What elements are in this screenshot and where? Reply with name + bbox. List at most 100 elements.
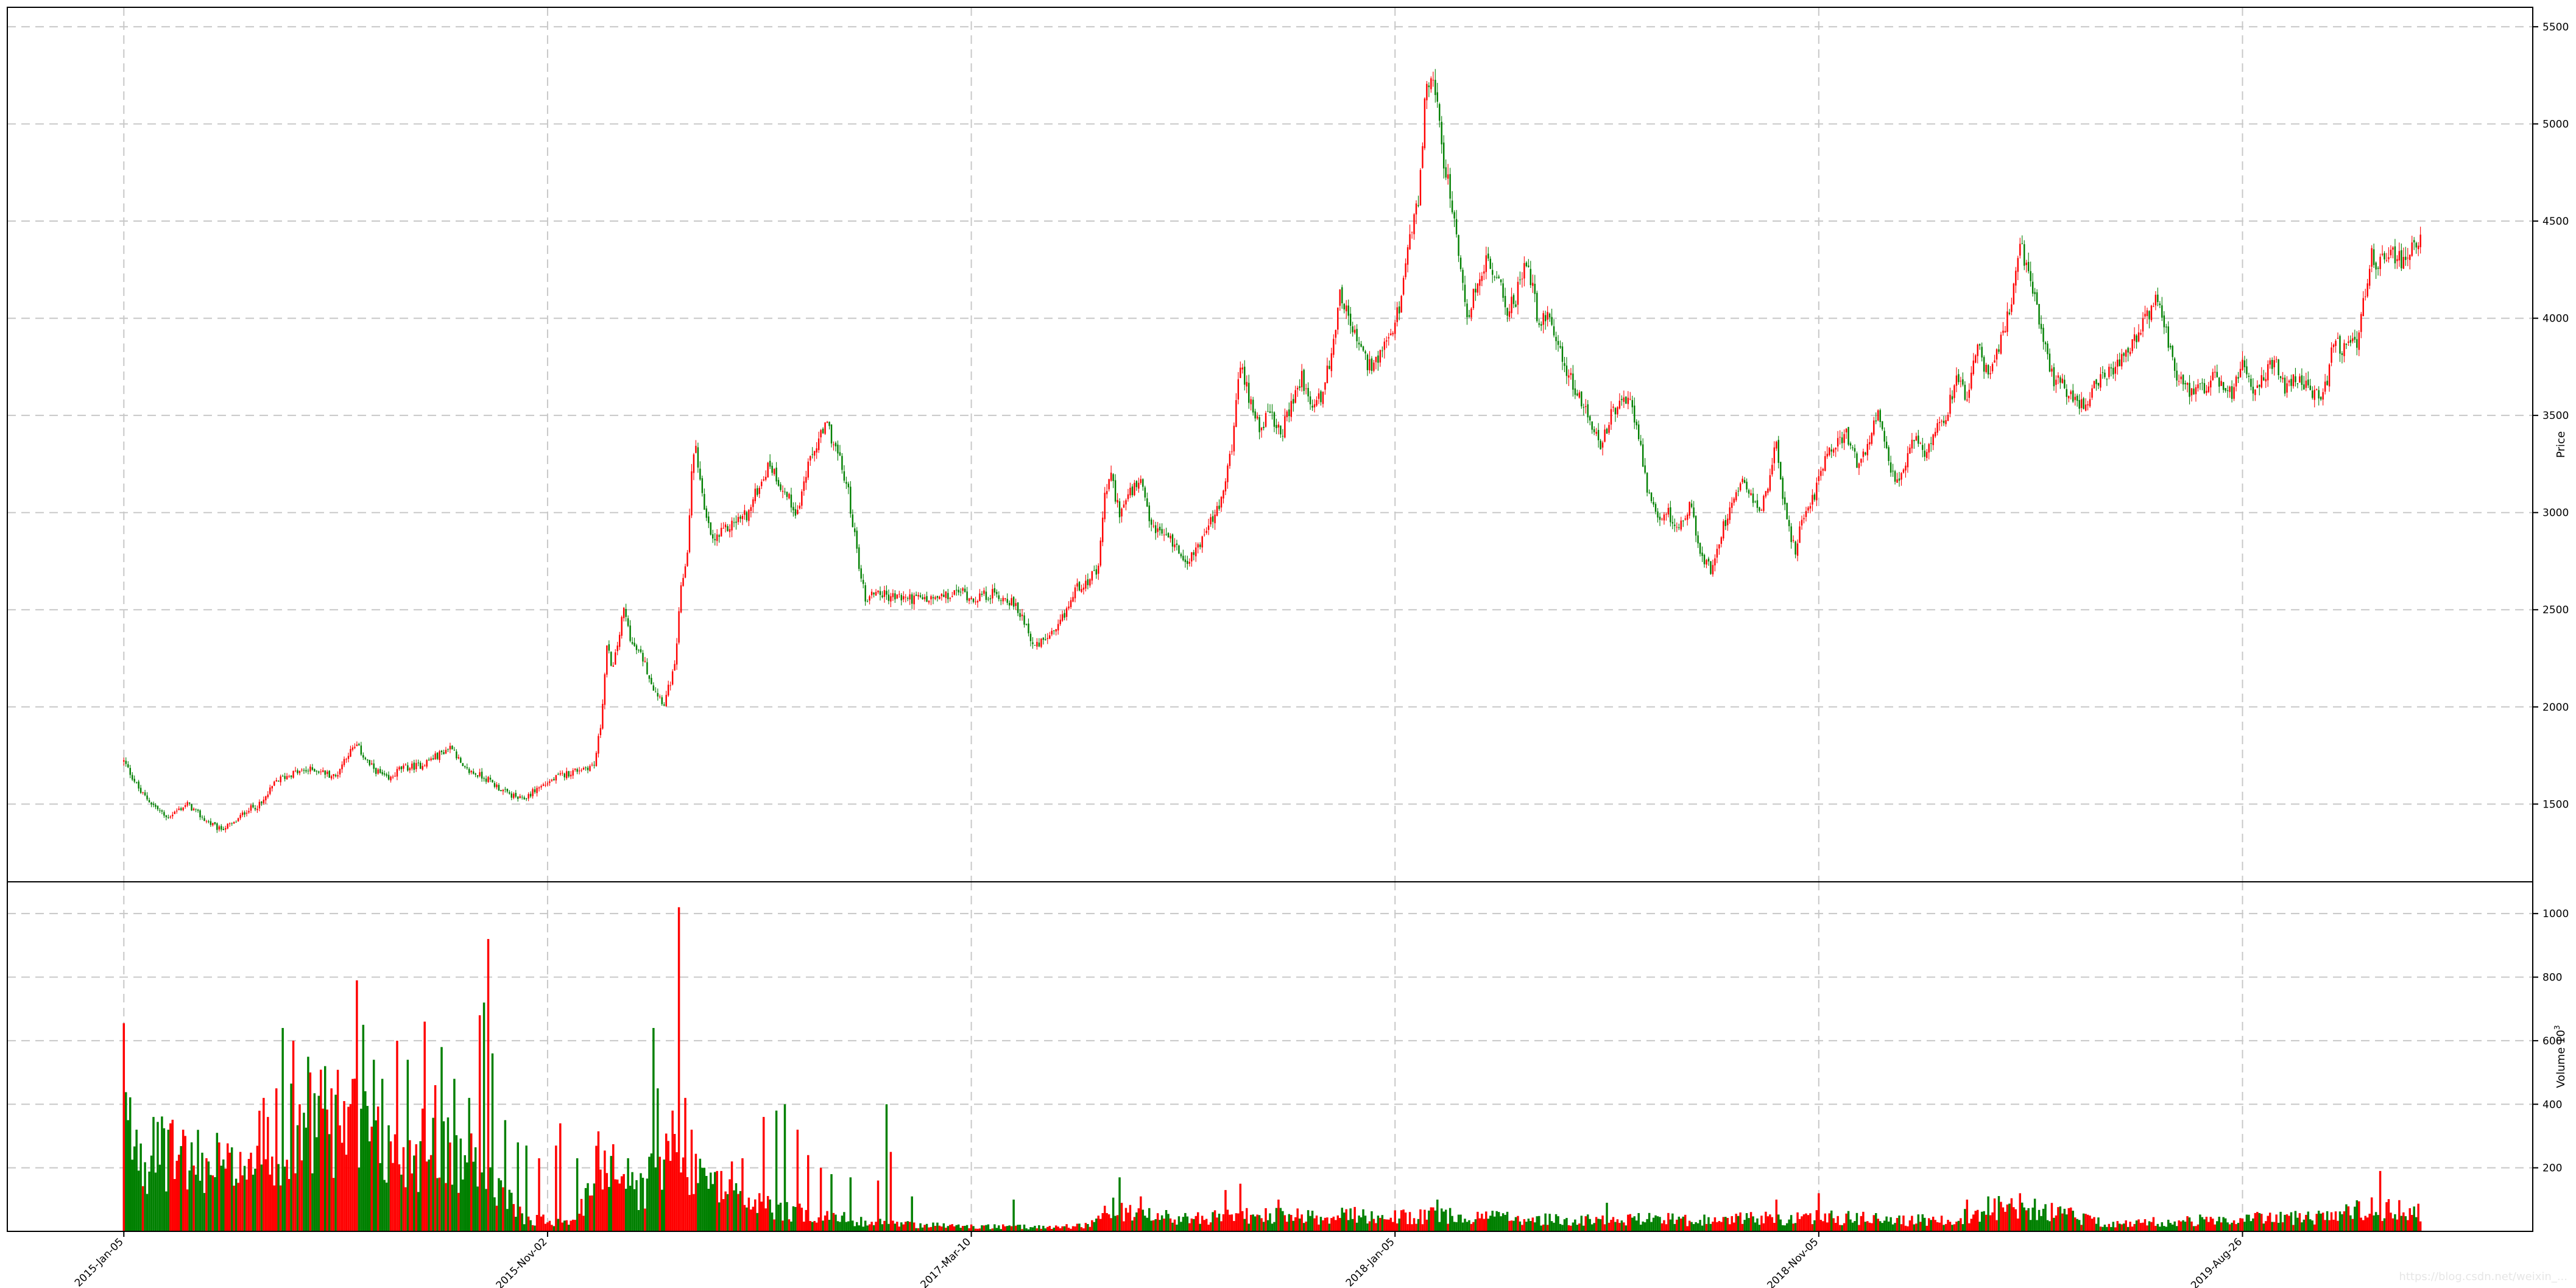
volume-bar bbox=[1531, 1217, 1534, 1231]
candle-body bbox=[432, 758, 434, 760]
volume-bar bbox=[1040, 1228, 1043, 1231]
volume-bar bbox=[2279, 1211, 2282, 1231]
candle-body bbox=[1646, 473, 1648, 493]
candle-body bbox=[2290, 379, 2292, 386]
candle-body bbox=[1754, 501, 1756, 502]
candle-body bbox=[2225, 388, 2226, 391]
volume-bar bbox=[1673, 1223, 1676, 1231]
candle-body bbox=[1055, 629, 1057, 632]
volume-bar bbox=[2417, 1203, 2419, 1231]
volume-bar bbox=[701, 1167, 704, 1231]
volume-bar bbox=[1070, 1228, 1072, 1231]
candle-body bbox=[2235, 376, 2237, 387]
candle-body bbox=[1771, 465, 1773, 475]
volume-bar bbox=[756, 1212, 759, 1231]
candle-body bbox=[2178, 381, 2180, 382]
volume-bar bbox=[429, 1155, 432, 1231]
candle-body bbox=[845, 482, 847, 484]
volume-bar bbox=[336, 1069, 339, 1231]
volume-bar bbox=[364, 1091, 367, 1231]
volume-bar bbox=[2066, 1214, 2068, 1231]
candle-body bbox=[1051, 630, 1053, 635]
candle-body bbox=[1045, 639, 1046, 641]
volume-bar bbox=[279, 1185, 282, 1231]
volume-bar bbox=[393, 1134, 397, 1231]
candle-body bbox=[133, 778, 135, 782]
candle-body bbox=[330, 776, 333, 779]
volume-bar bbox=[1224, 1190, 1227, 1231]
candle-body bbox=[1046, 638, 1049, 639]
candle-body bbox=[404, 764, 407, 765]
candle-body bbox=[684, 566, 686, 578]
candle-body bbox=[182, 808, 184, 811]
volume-bar bbox=[1932, 1216, 1935, 1231]
candle-body bbox=[1617, 407, 1618, 415]
candle-body bbox=[1406, 247, 1409, 265]
volume-bar bbox=[1129, 1205, 1132, 1231]
candle-body bbox=[2273, 360, 2275, 368]
volume-bar bbox=[2086, 1214, 2089, 1231]
volume-bar bbox=[2114, 1227, 2117, 1231]
volume-bar bbox=[1008, 1225, 1011, 1231]
candle-body bbox=[2231, 386, 2233, 399]
candle-body bbox=[309, 766, 311, 772]
volume-bar bbox=[1186, 1216, 1189, 1231]
candle-body bbox=[657, 692, 659, 697]
volume-bar bbox=[1260, 1218, 1263, 1231]
volume-bar bbox=[614, 1179, 616, 1231]
volume-bar bbox=[676, 1152, 678, 1231]
candle-body bbox=[1955, 375, 1958, 386]
volume-bar bbox=[1159, 1220, 1161, 1231]
volume-bar bbox=[2142, 1222, 2144, 1231]
candle-body bbox=[1769, 475, 1771, 491]
candle-body bbox=[525, 798, 528, 800]
volume-bar bbox=[1252, 1214, 1254, 1231]
volume-bar bbox=[2084, 1214, 2087, 1231]
volume-bar bbox=[1854, 1221, 1856, 1231]
volume-bar bbox=[1724, 1217, 1727, 1231]
candle-body bbox=[875, 592, 877, 596]
volume-bar bbox=[154, 1172, 157, 1231]
volume-bar bbox=[616, 1179, 619, 1231]
candle-body bbox=[1356, 329, 1358, 342]
candle-body bbox=[1945, 420, 1947, 424]
volume-bar bbox=[481, 1172, 483, 1231]
volume-bar bbox=[783, 1104, 786, 1231]
volume-bar bbox=[921, 1227, 924, 1231]
volume-bar bbox=[650, 1153, 653, 1231]
volume-bar bbox=[1546, 1225, 1549, 1231]
volume-bar bbox=[425, 1161, 428, 1231]
volume-bar bbox=[1010, 1226, 1013, 1231]
candle-body bbox=[1015, 603, 1017, 607]
volume-bar bbox=[411, 1173, 414, 1231]
volume-bar bbox=[474, 1147, 477, 1231]
candle-body bbox=[1288, 409, 1290, 417]
candle-body bbox=[748, 510, 750, 521]
candle-body bbox=[1241, 367, 1244, 370]
candle-body bbox=[1907, 453, 1909, 468]
volume-bar bbox=[1425, 1219, 1428, 1231]
volume-bar bbox=[275, 1088, 278, 1231]
candle-body bbox=[2142, 318, 2144, 332]
volume-bar bbox=[478, 1015, 481, 1231]
candle-body bbox=[2356, 339, 2358, 348]
volume-bar bbox=[292, 1040, 295, 1231]
candle-body bbox=[691, 471, 693, 516]
volume-bar bbox=[2237, 1222, 2240, 1231]
candle-body bbox=[2269, 360, 2271, 365]
candle-body bbox=[1028, 623, 1029, 633]
candle-body bbox=[739, 516, 741, 519]
volume-bar bbox=[1972, 1214, 1975, 1231]
volume-bar bbox=[2351, 1219, 2354, 1231]
candle-body bbox=[1978, 344, 1981, 346]
volume-bar bbox=[707, 1189, 710, 1231]
volume-bar bbox=[1201, 1216, 1204, 1231]
candle-body bbox=[1462, 270, 1464, 283]
volume-bar bbox=[2328, 1220, 2331, 1231]
volume-bar bbox=[1758, 1225, 1761, 1231]
volume-bar bbox=[2273, 1222, 2276, 1231]
volume-bar bbox=[1748, 1218, 1750, 1231]
volume-bar bbox=[1610, 1220, 1612, 1231]
candle-body bbox=[1536, 292, 1538, 322]
